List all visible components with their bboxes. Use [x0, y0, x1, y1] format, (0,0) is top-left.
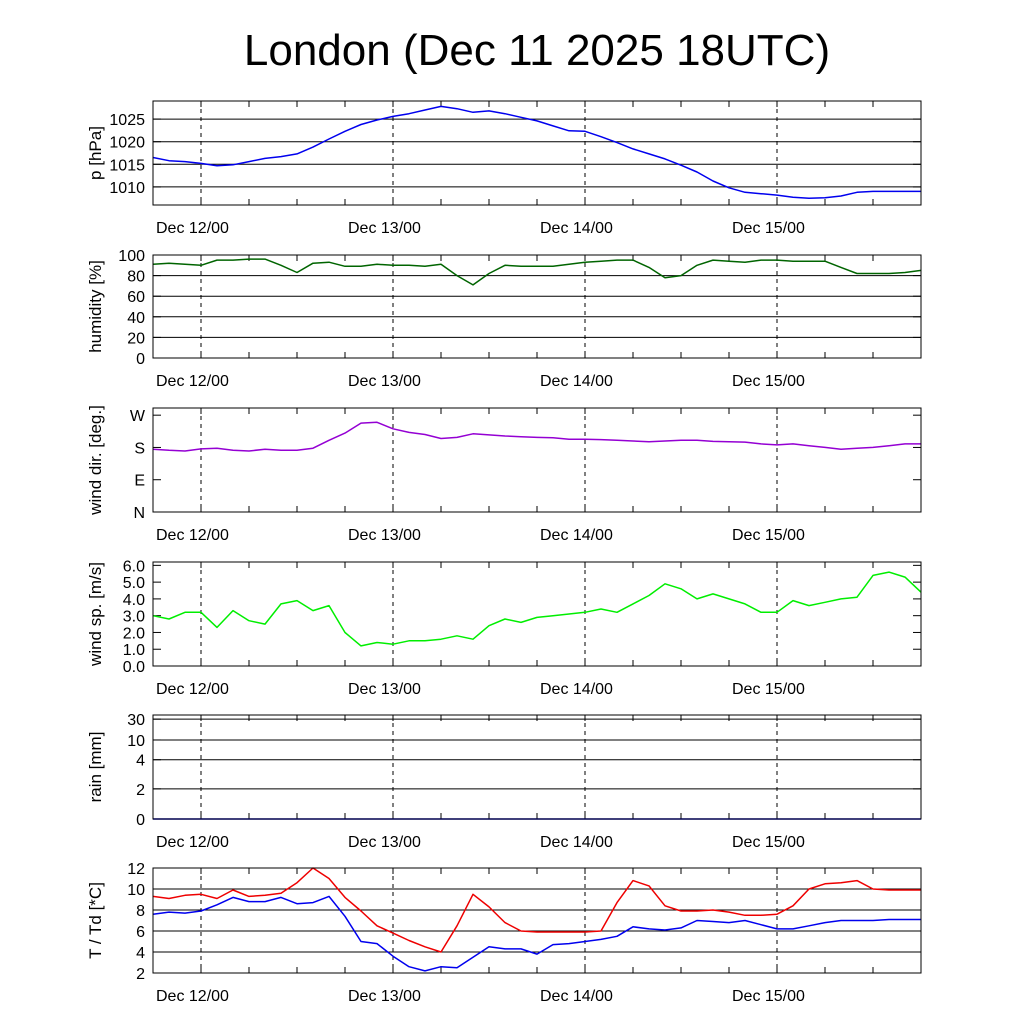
y-tick-label: 10: [127, 882, 145, 899]
plot-frame: [152, 407, 922, 513]
y-tick-label: 1020: [109, 135, 145, 152]
y-tick-label: 0: [136, 812, 145, 829]
series-line-dewpoint: [152, 895, 921, 972]
panel-rain: 0 2 4 10 30 rain [mm] Dec 12/00 Dec 13/00 Dec 14…: [86, 712, 922, 851]
x-tick-label: Dec 13/00: [348, 373, 421, 390]
x-tick-label: Dec 15/00: [732, 527, 805, 544]
panel-humidity: 0 20 40 60 80 100 humidity [%] Dec 12/00 Dec 13/…: [86, 248, 922, 390]
y-tick-label: 1015: [109, 157, 145, 174]
y-axis-label: humidity [%]: [86, 260, 105, 353]
y-tick-label: W: [130, 408, 146, 425]
y-tick-label: 2.0: [123, 625, 145, 642]
y-tick-label: 12: [127, 861, 145, 878]
y-tick-label: 100: [118, 248, 145, 265]
y-tick-label: 10: [127, 733, 145, 750]
y-tick-label: 1025: [109, 112, 145, 129]
y-tick-label: 4: [136, 753, 145, 770]
plot-frame: [152, 254, 922, 359]
y-tick-label: S: [134, 440, 145, 457]
x-tick-label: Dec 13/00: [348, 527, 421, 544]
x-tick-label: Dec 12/00: [156, 527, 229, 544]
y-tick-label: 6: [136, 924, 145, 941]
y-tick-label: N: [133, 505, 145, 522]
y-tick-label: 5.0: [123, 575, 145, 592]
panel-wind_speed: 0.01.02.03.04.05.06.0 wind sp. [m/s] Dec 1…: [86, 558, 922, 698]
y-tick-label: 2: [136, 782, 145, 799]
series-line-temperature: [152, 867, 921, 953]
x-tick-label: Dec 12/00: [156, 681, 229, 698]
y-tick-label: 40: [127, 310, 145, 327]
x-tick-label: Dec 13/00: [348, 220, 421, 237]
x-tick-label: Dec 14/00: [540, 373, 613, 390]
x-tick-label: Dec 13/00: [348, 988, 421, 1005]
x-tick-label: Dec 12/00: [156, 373, 229, 390]
y-tick-label: 4: [136, 945, 145, 962]
x-tick-label: Dec 13/00: [348, 834, 421, 851]
y-axis-label: wind sp. [m/s]: [86, 562, 105, 667]
plot-frame: [152, 561, 922, 667]
plot-frame: [152, 867, 922, 974]
x-tick-label: Dec 14/00: [540, 527, 613, 544]
y-tick-label: 2: [136, 966, 145, 983]
y-tick-label: 4.0: [123, 592, 145, 609]
x-tick-label: Dec 15/00: [732, 988, 805, 1005]
y-tick-label: 60: [127, 289, 145, 306]
series-line-wind_speed: [152, 571, 922, 647]
y-tick-label: 80: [127, 269, 145, 286]
plot-frame: [152, 714, 922, 820]
x-tick-label: Dec 14/00: [540, 681, 613, 698]
y-axis-label: T / Td [*C]: [86, 882, 105, 959]
y-tick-label: 3.0: [123, 609, 145, 626]
y-tick-label: 6.0: [123, 558, 145, 575]
y-tick-label: 1.0: [123, 642, 145, 659]
x-tick-label: Dec 15/00: [732, 681, 805, 698]
series-line-pressure: [152, 105, 921, 199]
x-tick-label: Dec 12/00: [156, 988, 229, 1005]
y-tick-label: 30: [127, 712, 145, 729]
x-tick-label: Dec 13/00: [348, 681, 421, 698]
y-tick-label: 8: [136, 903, 145, 920]
series-line-wind_dir: [152, 421, 921, 452]
y-axis-label: p [hPa]: [86, 126, 105, 180]
y-tick-label: 0: [136, 351, 145, 368]
y-axis-label: wind dir. [deg.]: [86, 405, 105, 516]
plot-frame: [152, 100, 922, 206]
y-tick-label: 20: [127, 330, 145, 347]
x-tick-label: Dec 14/00: [540, 988, 613, 1005]
x-tick-label: Dec 15/00: [732, 834, 805, 851]
x-tick-label: Dec 12/00: [156, 220, 229, 237]
x-tick-label: Dec 15/00: [732, 373, 805, 390]
panel-temperature: 2 4 6 8 10 12 T / Td [*C] Dec 12/00 Dec 13/00 Dec…: [86, 861, 922, 1005]
series-line-humidity: [152, 258, 922, 286]
x-tick-label: Dec 14/00: [540, 834, 613, 851]
chart-title: London (Dec 11 2025 18UTC): [243, 26, 831, 75]
y-axis-label: rain [mm]: [86, 732, 105, 803]
y-tick-label: E: [134, 473, 145, 490]
x-tick-label: Dec 15/00: [732, 220, 805, 237]
x-tick-label: Dec 14/00: [540, 220, 613, 237]
y-tick-label: 0.0: [123, 659, 145, 676]
x-tick-label: Dec 12/00: [156, 834, 229, 851]
y-tick-label: 1010: [109, 180, 145, 197]
